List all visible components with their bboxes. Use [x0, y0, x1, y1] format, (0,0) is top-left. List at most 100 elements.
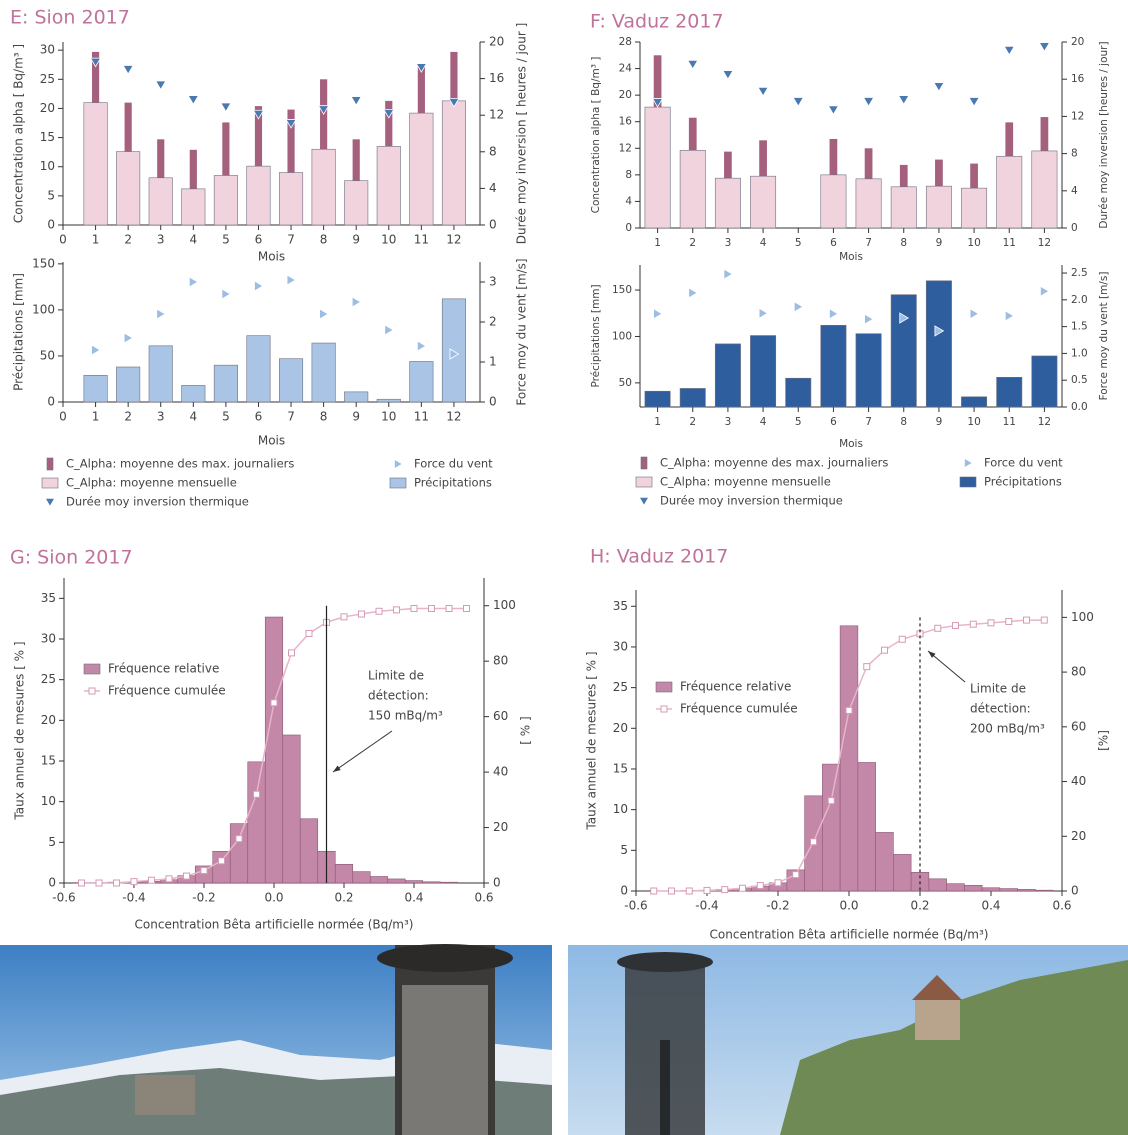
marker: [287, 275, 296, 285]
marker: [723, 71, 733, 80]
cumulative-point: [184, 873, 190, 879]
bar: [715, 344, 740, 407]
cumulative-point: [864, 664, 870, 670]
x-tick-label: 7: [287, 233, 295, 247]
x-tick-label: 0.6: [1052, 899, 1071, 913]
y-tick-label: 30: [41, 632, 56, 646]
legend-swatch: [42, 478, 58, 488]
y2-tick-label: 0: [489, 218, 497, 232]
legend-swatch: [641, 457, 647, 469]
y2-axis-label: Force moy du vent [m/s]: [1098, 272, 1110, 401]
bar: [891, 295, 916, 407]
annotation: détection:: [368, 689, 429, 703]
marker: [352, 297, 361, 307]
histogram-bar: [876, 832, 894, 891]
x-tick-label: 7: [865, 416, 872, 428]
bar: [856, 334, 881, 407]
x-tick-label: 3: [157, 233, 165, 247]
y-tick-label: 150: [612, 284, 632, 296]
x-axis-label: Concentration Bêta artificielle normée (…: [710, 928, 989, 942]
bar: [344, 181, 367, 225]
y-tick-label: 10: [40, 159, 55, 173]
y-tick-label: 20: [619, 89, 632, 101]
y-tick-label: 0: [47, 218, 55, 232]
bar: [149, 178, 172, 225]
bar: [891, 187, 916, 228]
x-tick-label: 5: [795, 416, 802, 428]
marker: [222, 289, 231, 299]
legend-label: C_Alpha: moyenne des max. journaliers: [660, 456, 888, 470]
histogram-bar: [982, 888, 1000, 891]
x-tick-label: 5: [222, 410, 230, 424]
cumulative-point: [828, 798, 834, 804]
x-tick-label: 11: [1003, 237, 1016, 249]
cumulative-point: [953, 623, 959, 629]
bar: [377, 146, 400, 225]
marker: [759, 308, 768, 318]
histogram-bar: [1000, 889, 1018, 891]
legend-label: Force du vent: [984, 456, 1063, 470]
bar: [344, 392, 367, 402]
histogram-bar: [840, 626, 858, 891]
legend-swatch: [640, 498, 648, 505]
cumulative-point: [271, 700, 277, 706]
histogram-bar: [370, 876, 388, 883]
x-tick-label: 12: [446, 233, 461, 247]
x-tick-label: 2: [124, 233, 132, 247]
y-tick-label: 5: [620, 843, 628, 857]
bar: [856, 179, 881, 228]
x-tick-label: 0.4: [981, 899, 1000, 913]
x-tick-label: 8: [320, 410, 328, 424]
cumulative-point: [394, 607, 400, 613]
x-tick-label: 6: [830, 416, 837, 428]
histogram-bar: [1018, 889, 1036, 891]
cumulative-point: [306, 630, 312, 636]
y-tick-label: 10: [41, 794, 56, 808]
histogram-bar: [265, 617, 283, 883]
marker: [124, 333, 133, 343]
y2-tick-label: 60: [1071, 719, 1086, 733]
marker: [189, 277, 198, 287]
y2-tick-label: 2.0: [1071, 294, 1088, 306]
y2-axis-label: [ % ]: [519, 716, 533, 744]
y-tick-label: 50: [40, 348, 55, 362]
cumulative-point: [166, 876, 172, 882]
y-tick-label: 100: [32, 302, 55, 316]
marker: [794, 302, 803, 312]
histogram-bar: [893, 854, 911, 891]
bar: [645, 107, 670, 228]
x-tick-label: 12: [1038, 237, 1051, 249]
x-tick-label: 5: [795, 237, 802, 249]
histogram-bar: [822, 764, 840, 891]
x-tick-label: 0.2: [910, 899, 929, 913]
histogram-bar: [283, 735, 301, 883]
x-tick-label: 5: [222, 233, 230, 247]
marker: [1039, 43, 1049, 52]
marker: [221, 103, 231, 112]
legend-swatch: [89, 688, 95, 694]
y-tick-label: 10: [613, 802, 628, 816]
cumulative-point: [846, 707, 852, 713]
marker: [417, 341, 426, 351]
x-tick-label: 0.6: [474, 891, 493, 905]
marker: [1005, 311, 1014, 321]
bar: [214, 365, 237, 402]
chart-title: G: Sion 2017: [10, 547, 133, 569]
marker: [92, 345, 101, 355]
marker: [969, 98, 979, 107]
y-tick-label: 25: [613, 680, 628, 694]
legend-swatch: [46, 499, 54, 506]
y-tick-label: 100: [612, 330, 632, 342]
bar: [997, 377, 1022, 407]
legend-label: Précipitations: [984, 475, 1062, 489]
y2-tick-label: 4: [489, 181, 497, 195]
legend-swatch: [965, 459, 972, 467]
cumulative-point: [359, 611, 365, 617]
x-axis-label: Mois: [258, 434, 285, 448]
bar: [750, 176, 775, 228]
y-tick-label: 20: [41, 713, 56, 727]
y-tick-label: 15: [613, 761, 628, 775]
bar: [715, 178, 740, 228]
legend-swatch: [390, 478, 406, 488]
y-tick-label: 150: [32, 256, 55, 270]
